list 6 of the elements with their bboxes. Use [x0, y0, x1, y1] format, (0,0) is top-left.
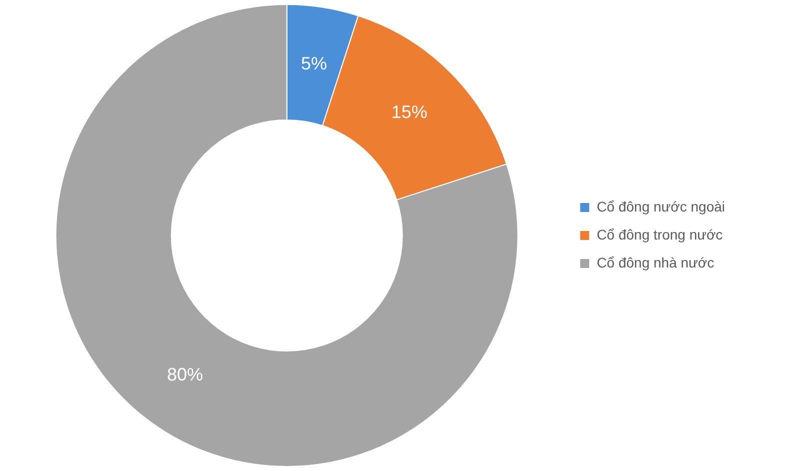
data-label: 5% — [300, 53, 327, 74]
legend-label: Cổ đông nước ngoài — [596, 198, 726, 214]
data-label: 80% — [167, 364, 204, 385]
data-label: 15% — [391, 102, 428, 122]
legend-label: Cổ đông nhà nước — [596, 254, 714, 270]
legend-label: Cổ đông trong nước — [596, 226, 723, 242]
